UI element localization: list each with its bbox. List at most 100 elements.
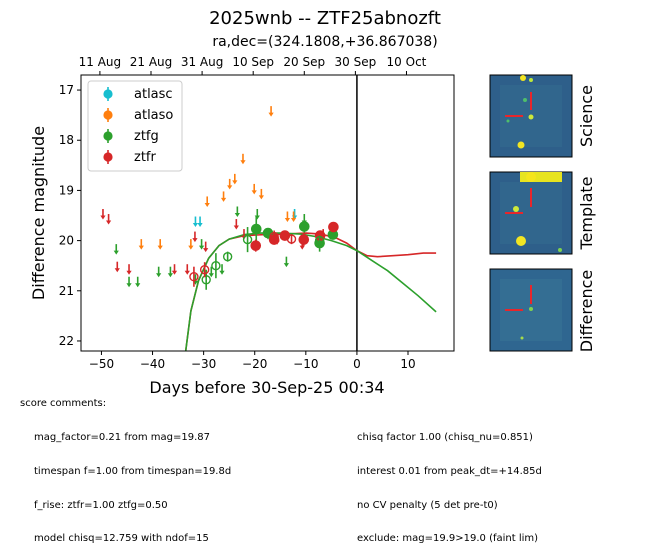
x-tick-label: −30 xyxy=(191,357,216,371)
y-tick-label: 19 xyxy=(59,183,74,197)
top-axis-date-label: 31 Aug xyxy=(181,55,224,69)
upper-limit-ztfr xyxy=(105,214,112,225)
upper-limit-atlaso xyxy=(138,239,144,250)
difference-stamp-label: Difference xyxy=(577,270,596,352)
upper-limit-ztfr xyxy=(192,231,198,243)
legend-label-atlaso: atlaso xyxy=(134,108,173,123)
detection-open-ztfg xyxy=(314,235,325,246)
detection-open-ztfr xyxy=(286,234,297,245)
score-comments-right: chisq factor 1.00 (chisq_nu=0.851) inter… xyxy=(357,410,542,556)
comment-line: f_rise: ztfr=1.00 ztfg=0.50 xyxy=(34,499,168,511)
y-tick-label: 18 xyxy=(59,133,74,147)
model-curve-ztfg xyxy=(184,232,437,351)
legend-label-ztfg: ztfg xyxy=(134,129,159,144)
comment-line: exclude: mag=19.9>19.0 (faint lim) xyxy=(357,533,539,545)
detection-ztfr xyxy=(328,221,339,233)
difference-stamp xyxy=(489,268,573,352)
upper-limit-atlaso xyxy=(290,211,297,223)
legend-marker-ztfg xyxy=(103,131,113,141)
top-axis-date-label: 10 Sep xyxy=(232,55,274,69)
top-axis-date-label: 20 Sep xyxy=(283,55,325,69)
upper-limit-ztfr xyxy=(233,219,239,230)
upper-limit-atlaso xyxy=(232,173,238,185)
y-axis-label: Difference magnitude xyxy=(29,126,48,300)
comment-line: interest 0.01 from peak_dt=+14.85d xyxy=(357,466,542,478)
score-comments-heading: score comments: xyxy=(20,398,107,409)
upper-limit-ztfg xyxy=(126,276,132,288)
detection-open-ztfg xyxy=(211,253,221,279)
legend-marker-ztfr xyxy=(103,152,113,162)
detection-ztfr xyxy=(298,233,310,246)
upper-limit-atlasc xyxy=(197,216,203,228)
top-axis-date-label: 10 Oct xyxy=(387,55,427,69)
top-axis-date-label: 11 Aug xyxy=(79,55,122,69)
upper-limit-atlaso xyxy=(157,239,163,250)
detection-ztfg xyxy=(298,220,310,233)
comment-line: no CV penalty (5 det pre-t0) xyxy=(357,499,498,511)
upper-limit-ztfg xyxy=(254,209,260,220)
upper-limit-atlaso xyxy=(204,196,210,207)
legend-marker-atlasc xyxy=(103,89,113,99)
coordinates-subtitle: ra,dec=(324.1808,+36.867038) xyxy=(212,34,438,50)
upper-limit-atlaso xyxy=(227,178,233,190)
upper-limit-atlaso xyxy=(220,191,227,202)
upper-limit-ztfg xyxy=(113,244,119,255)
top-axis-date-label: 21 Aug xyxy=(130,55,173,69)
legend-label-ztfr: ztfr xyxy=(134,150,156,165)
upper-limit-ztfr xyxy=(126,264,132,275)
upper-limit-ztfg xyxy=(135,276,141,288)
plot-frame xyxy=(80,74,455,352)
x-tick-label: −40 xyxy=(140,357,165,371)
x-tick-label: 0 xyxy=(353,357,361,371)
science-stamp xyxy=(489,74,573,158)
score-comments-left: mag_factor=0.21 from mag=19.87 timespan … xyxy=(34,410,231,556)
upper-limit-atlaso xyxy=(251,183,257,195)
comment-line: timespan f=1.00 from timespan=19.8d xyxy=(34,466,232,478)
upper-limit-atlaso xyxy=(258,188,264,200)
upper-limit-ztfg xyxy=(283,256,290,268)
legend-box xyxy=(87,80,183,172)
legend: atlasc atlaso ztfg ztfr xyxy=(87,80,183,172)
comment-line: model chisq=12.759 with ndof=15 xyxy=(34,533,209,545)
y-tick-label: 17 xyxy=(59,83,74,97)
detection-ztfg xyxy=(250,216,262,242)
upper-limit-atlaso xyxy=(268,106,274,117)
page-title: 2025wnb -- ZTF25abnozft xyxy=(209,8,441,29)
y-tick-label: 21 xyxy=(59,284,74,298)
upper-limit-ztfr xyxy=(203,241,209,253)
template-stamp-label: Template xyxy=(577,176,596,250)
detection-open-ztfr xyxy=(189,266,199,287)
legend-label-atlasc: atlasc xyxy=(134,87,173,102)
x-tick-label: 10 xyxy=(400,357,415,371)
x-tick-label: −50 xyxy=(89,357,114,371)
model-curve-ztfr xyxy=(184,232,437,351)
upper-limit-ztfr xyxy=(114,261,120,273)
detection-open-ztfg xyxy=(242,227,253,253)
science-stamp-label: Science xyxy=(577,85,596,147)
comment-line: chisq factor 1.00 (chisq_nu=0.851) xyxy=(357,432,533,444)
upper-limit-ztfr xyxy=(171,264,178,275)
upper-limit-atlaso xyxy=(188,239,194,250)
upper-limit-ztfg xyxy=(156,266,162,278)
template-stamp xyxy=(489,171,573,255)
upper-limit-ztfg xyxy=(208,266,214,278)
upper-limit-ztfg xyxy=(167,266,174,278)
upper-limit-ztfr xyxy=(184,264,190,275)
upper-limit-ztfg xyxy=(234,206,240,217)
upper-limit-atlasc xyxy=(192,216,199,228)
upper-limit-ztfg xyxy=(198,239,205,250)
detection-open-ztfr xyxy=(269,230,279,243)
upper-limit-atlaso xyxy=(284,211,291,223)
y-tick-label: 20 xyxy=(59,234,74,248)
detection-open-ztfr xyxy=(199,262,210,278)
upper-limit-ztfg xyxy=(219,264,225,275)
legend-marker-atlaso xyxy=(103,110,113,120)
light-curve-chart: −50 −40 −30 −20 −10 0 10 17 18 19 20 21 22 11 Aug 21 A… xyxy=(29,55,596,397)
comment-line: mag_factor=0.21 from mag=19.87 xyxy=(34,432,211,444)
detection-open-ztfg xyxy=(222,251,233,262)
upper-limit-atlaso xyxy=(240,153,246,165)
top-axis-date-label: 30 Sep xyxy=(335,55,377,69)
x-axis-label: Days before 30-Sep-25 00:34 xyxy=(149,378,384,397)
upper-limit-ztfr xyxy=(100,209,106,220)
x-tick-label: −20 xyxy=(242,357,267,371)
